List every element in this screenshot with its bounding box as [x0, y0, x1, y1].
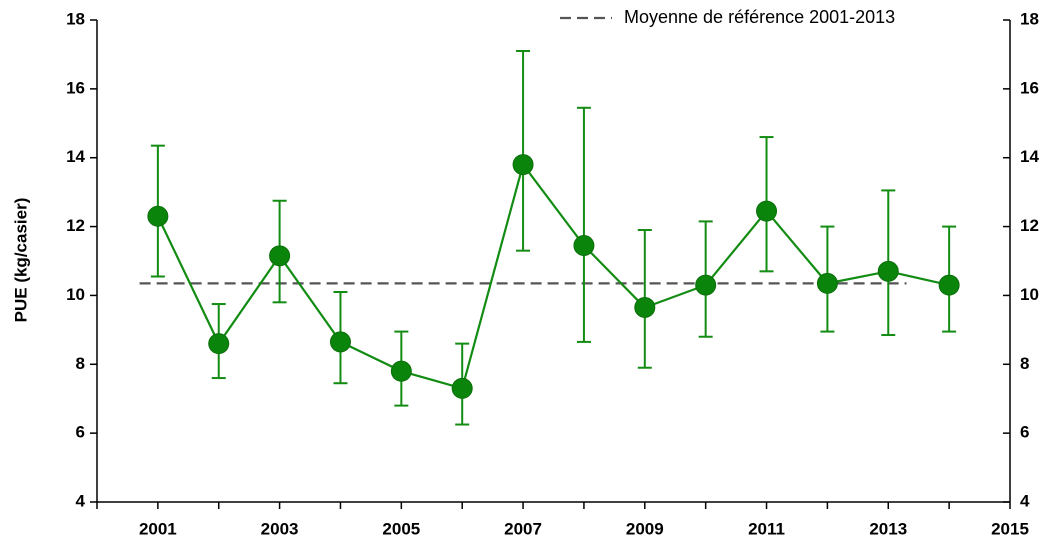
point — [147, 205, 169, 227]
point — [451, 377, 473, 399]
point — [390, 360, 412, 382]
y-tick-label: 8 — [76, 354, 85, 373]
point — [756, 200, 778, 222]
y-tick-label: 6 — [76, 423, 85, 442]
point — [573, 235, 595, 257]
y2-tick-label: 6 — [1020, 423, 1029, 442]
y2-tick-label: 18 — [1020, 9, 1039, 28]
y2-tick-label: 12 — [1020, 216, 1039, 235]
x-tick-label: 2013 — [869, 519, 907, 538]
y-axis-label: PUE (kg/casier) — [11, 198, 30, 323]
point — [329, 331, 351, 353]
x-tick-label: 2015 — [991, 519, 1029, 538]
point — [816, 272, 838, 294]
x-tick-label: 2001 — [139, 519, 177, 538]
x-tick-label: 2003 — [261, 519, 299, 538]
y2-tick-label: 8 — [1020, 354, 1029, 373]
point — [634, 296, 656, 318]
point — [208, 333, 230, 355]
point — [938, 274, 960, 296]
point — [512, 154, 534, 176]
x-tick-label: 2007 — [504, 519, 542, 538]
x-tick-label: 2011 — [748, 519, 785, 538]
y2-tick-label: 4 — [1020, 491, 1030, 510]
legend-label: Moyenne de référence 2001-2013 — [624, 7, 895, 27]
y-tick-label: 16 — [66, 78, 85, 97]
point — [269, 245, 291, 267]
y-tick-label: 18 — [66, 9, 85, 28]
y2-tick-label: 16 — [1020, 78, 1039, 97]
x-tick-label: 2009 — [626, 519, 664, 538]
x-tick-label: 2005 — [382, 519, 420, 538]
y2-tick-label: 14 — [1020, 147, 1039, 166]
point — [877, 260, 899, 282]
y-tick-label: 10 — [66, 285, 85, 304]
y2-tick-label: 10 — [1020, 285, 1039, 304]
y-tick-label: 12 — [66, 216, 85, 235]
y-tick-label: 14 — [66, 147, 85, 166]
y-tick-label: 4 — [76, 491, 86, 510]
point — [695, 274, 717, 296]
series-line — [156, 162, 950, 390]
